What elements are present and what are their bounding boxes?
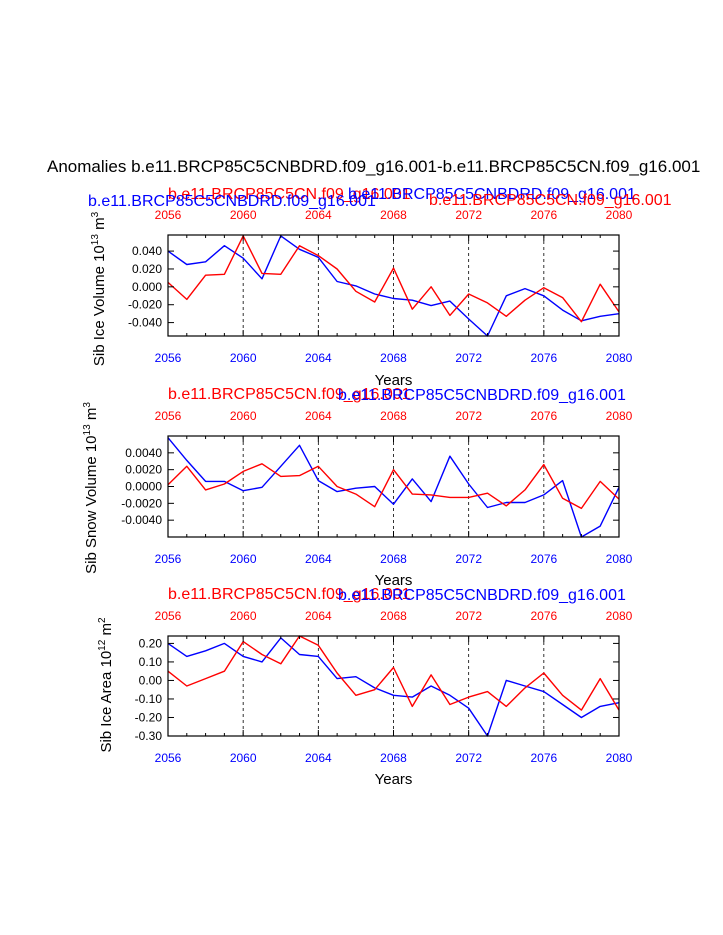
- x-tick-label-top: 2068: [380, 409, 407, 423]
- x-tick-label-bottom: 2060: [230, 552, 257, 566]
- x-tick-label-bottom: 2056: [155, 751, 182, 765]
- y-axis-label: Sib Snow Volume 1013 m3: [82, 402, 100, 574]
- y-tick-label: -0.0040: [121, 513, 162, 527]
- main-title: Anomalies b.e11.BRCP85C5CNBDRD.f09_g16.0…: [47, 157, 700, 176]
- x-tick-label-top: 2072: [455, 208, 482, 222]
- x-tick-label-top: 2056: [155, 609, 182, 623]
- series-line-blue: [167, 235, 620, 337]
- x-tick-label-bottom: 2072: [455, 351, 482, 365]
- y-axis-label-part: Sib Ice Volume 10: [91, 245, 108, 366]
- x-tick-label-top: 2076: [530, 609, 557, 623]
- x-tick-label-top: 2080: [606, 208, 633, 222]
- y-tick-label: 0.10: [139, 655, 163, 669]
- panel-title-red-left: b.e11.BRCP85C5CN.f09_g16.001: [168, 186, 411, 203]
- y-axis-label-part: 12: [97, 639, 108, 651]
- y-tick-label: 0.0000: [125, 480, 162, 494]
- y-tick-label: 0.020: [132, 262, 162, 276]
- x-tick-label-top: 2064: [305, 609, 332, 623]
- panel-title-blue-left: b.e11.BRCP85C5CNBDRD.f09_g16.001: [88, 193, 376, 210]
- x-tick-label-bottom: 2056: [155, 552, 182, 566]
- y-tick-label: 0.20: [139, 636, 163, 650]
- y-axis-label-part: 3: [82, 402, 93, 408]
- x-tick-label-top: 2060: [230, 208, 257, 222]
- y-tick-label: -0.040: [128, 316, 162, 330]
- x-tick-label-bottom: 2072: [455, 751, 482, 765]
- y-axis-label-part: 2: [97, 617, 108, 623]
- x-tick-label-bottom: 2068: [380, 552, 407, 566]
- y-tick-label: 0.000: [132, 280, 162, 294]
- panel-title-blue: b.e11.BRCP85C5CNBDRD.f09_g16.001: [338, 587, 626, 604]
- x-tick-label-bottom: 2060: [230, 351, 257, 365]
- y-axis-label-part: Sib Ice Area 10: [98, 651, 115, 753]
- x-axis-label: Years: [375, 572, 413, 589]
- y-tick-label: 0.040: [132, 244, 162, 258]
- y-axis-label-part: 13: [90, 234, 101, 246]
- x-tick-label-top: 2060: [230, 609, 257, 623]
- x-tick-label-bottom: 2080: [606, 351, 633, 365]
- y-axis-label-part: m: [98, 623, 115, 640]
- x-tick-label-bottom: 2080: [606, 751, 633, 765]
- y-axis-label: Sib Ice Area 1012 m2: [97, 617, 115, 753]
- panel-title-red: b.e11.BRCP85C5CN.f09_g16.001: [168, 586, 411, 603]
- x-tick-label-bottom: 2068: [380, 351, 407, 365]
- series-line-red: [167, 463, 620, 510]
- chart-panel-2: b.e11.BRCP85C5CN.f09_g16.001b.e11.BRCP85…: [82, 386, 633, 589]
- x-tick-label-top: 2072: [455, 409, 482, 423]
- x-tick-label-top: 2072: [455, 609, 482, 623]
- series-line-blue: [167, 437, 620, 538]
- y-axis-label-part: m: [91, 217, 108, 234]
- y-tick-label: -0.20: [135, 710, 163, 724]
- x-tick-label-bottom: 2072: [455, 552, 482, 566]
- panel-title-red-right: b.e11.BRCP85C5CN.f09_g16.001: [429, 192, 672, 209]
- y-tick-label: -0.0020: [121, 496, 162, 510]
- x-tick-label-bottom: 2064: [305, 751, 332, 765]
- x-tick-label-top: 2076: [530, 409, 557, 423]
- panels-container: b.e11.BRCP85C5CN.f09_g16.001b.e11.BRCP85…: [82, 186, 672, 788]
- y-axis-label-part: 13: [82, 424, 93, 436]
- x-tick-label-bottom: 2076: [530, 351, 557, 365]
- x-tick-label-top: 2068: [380, 609, 407, 623]
- chart-panel-3: b.e11.BRCP85C5CN.f09_g16.001b.e11.BRCP85…: [97, 586, 633, 788]
- x-tick-label-bottom: 2068: [380, 751, 407, 765]
- y-axis-label: Sib Ice Volume 1013 m3: [90, 211, 108, 366]
- y-axis-label-part: Sib Snow Volume 10: [83, 435, 100, 573]
- x-tick-label-bottom: 2080: [606, 552, 633, 566]
- x-tick-label-bottom: 2076: [530, 552, 557, 566]
- y-tick-label: 0.00: [139, 673, 163, 687]
- x-tick-label-bottom: 2060: [230, 751, 257, 765]
- y-axis-label-part: m: [83, 408, 100, 425]
- x-axis-label: Years: [375, 771, 413, 788]
- x-axis-label: Years: [375, 372, 413, 389]
- x-tick-label-top: 2056: [155, 409, 182, 423]
- x-tick-label-bottom: 2064: [305, 552, 332, 566]
- x-tick-label-top: 2080: [606, 609, 633, 623]
- y-tick-label: -0.020: [128, 298, 162, 312]
- y-tick-label: 0.0020: [125, 463, 162, 477]
- panel-title-red: b.e11.BRCP85C5CN.f09_g16.001: [168, 386, 411, 403]
- x-tick-label-top: 2064: [305, 409, 332, 423]
- x-tick-label-bottom: 2064: [305, 351, 332, 365]
- chart-panel-1: b.e11.BRCP85C5CN.f09_g16.001b.e11.BRCP85…: [88, 186, 672, 389]
- panel-title-blue: b.e11.BRCP85C5CNBDRD.f09_g16.001: [338, 387, 626, 404]
- series-line-blue: [167, 637, 620, 737]
- y-tick-label: -0.30: [135, 729, 163, 743]
- y-axis-label-part: 3: [90, 211, 101, 217]
- x-tick-label-top: 2076: [530, 208, 557, 222]
- y-tick-label: -0.10: [135, 692, 163, 706]
- x-tick-label-top: 2056: [155, 208, 182, 222]
- y-tick-label: 0.0040: [125, 446, 162, 460]
- x-tick-label-top: 2064: [305, 208, 332, 222]
- panel-title-blue-right: b.e11.BRCP85C5CNBDRD.f09_g16.001: [348, 186, 636, 203]
- x-tick-label-top: 2060: [230, 409, 257, 423]
- x-tick-label-bottom: 2056: [155, 351, 182, 365]
- x-tick-label-top: 2080: [606, 409, 633, 423]
- x-tick-label-top: 2068: [380, 208, 407, 222]
- x-tick-label-bottom: 2076: [530, 751, 557, 765]
